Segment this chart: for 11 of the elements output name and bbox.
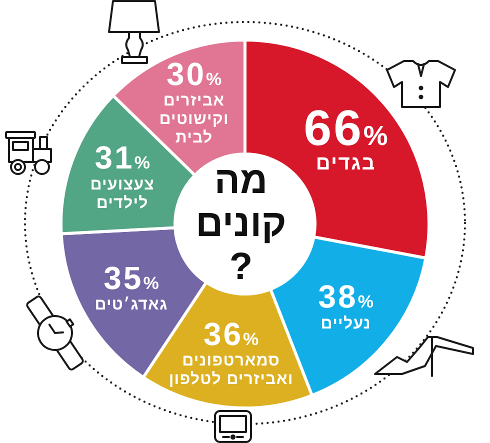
slice-label: גאדג׳טים: [94, 296, 168, 314]
data-label: 35%: [104, 260, 160, 296]
data-label: 31%: [94, 140, 150, 176]
slice-label: אביזרים וקישוטים לבית: [159, 92, 229, 146]
data-label: 38%: [318, 278, 374, 315]
slice-label: סמארטפונים ואביזרים לטלפון: [168, 352, 294, 388]
text: מה קונים?: [196, 160, 286, 288]
data-label: 30%: [166, 56, 222, 92]
slice-label: נעליים: [320, 314, 371, 332]
slice-label: צעצועים לילדים: [90, 176, 155, 212]
data-label: 36%: [203, 316, 260, 352]
